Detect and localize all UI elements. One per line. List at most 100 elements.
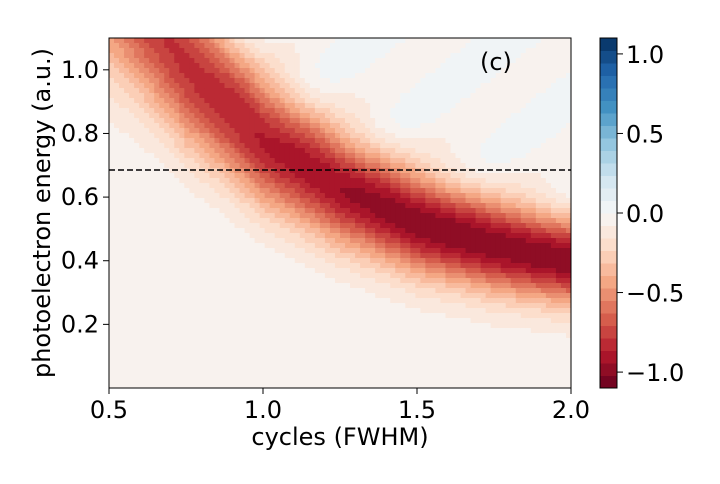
heatmap-cell <box>324 293 331 299</box>
heatmap-cell <box>360 148 366 154</box>
heatmap-cell <box>144 148 150 154</box>
heatmap-cell <box>179 108 185 114</box>
heatmap-cell <box>274 353 281 359</box>
heatmap-cell <box>224 343 231 349</box>
heatmap-cell <box>254 373 261 379</box>
heatmap-cell <box>189 93 195 99</box>
heatmap-cell <box>345 263 351 269</box>
heatmap-cell <box>229 158 236 164</box>
heatmap-cell <box>159 368 165 374</box>
heatmap-cell <box>119 53 125 59</box>
heatmap-cell <box>289 283 296 289</box>
heatmap-cell <box>179 323 185 329</box>
heatmap-cell <box>269 78 276 84</box>
heatmap-cell <box>189 258 195 264</box>
heatmap-cell <box>289 203 296 209</box>
heatmap-cell <box>455 353 462 359</box>
heatmap-cell <box>410 43 416 49</box>
heatmap-cell <box>450 238 457 244</box>
heatmap-cell <box>309 363 316 369</box>
heatmap-cell <box>279 243 286 249</box>
heatmap-cell <box>184 208 190 214</box>
heatmap-cell <box>465 138 472 144</box>
heatmap-cell <box>385 358 391 364</box>
heatmap-cell <box>385 383 391 388</box>
heatmap-cell <box>119 173 125 179</box>
heatmap-cell <box>370 178 376 184</box>
heatmap-cell <box>430 113 437 119</box>
heatmap-cell <box>350 118 356 124</box>
heatmap-cell <box>229 373 236 379</box>
heatmap-cell <box>129 93 135 99</box>
heatmap-cell <box>249 273 256 279</box>
heatmap-cell <box>159 378 165 384</box>
heatmap-cell <box>114 103 120 109</box>
heatmap-cell <box>174 368 180 374</box>
heatmap-cell <box>249 353 256 359</box>
heatmap-cell <box>109 223 115 229</box>
heatmap-cell <box>284 298 291 304</box>
heatmap-cell <box>249 133 256 139</box>
heatmap-cell <box>380 353 386 359</box>
heatmap-cell <box>385 173 391 179</box>
heatmap-cell <box>294 63 301 69</box>
heatmap-cell <box>204 203 211 209</box>
heatmap-cell <box>239 188 246 194</box>
heatmap-area <box>109 38 571 388</box>
heatmap-cell <box>244 173 251 179</box>
heatmap-cell <box>259 338 266 344</box>
heatmap-cell <box>375 113 381 119</box>
heatmap-cell <box>455 38 462 44</box>
heatmap-cell <box>304 193 311 199</box>
heatmap-cell <box>199 63 206 69</box>
heatmap-cell <box>159 333 165 339</box>
heatmap-cell <box>234 373 241 379</box>
heatmap-cell <box>139 328 145 334</box>
heatmap-cell <box>189 223 195 229</box>
heatmap-cell <box>209 228 216 234</box>
heatmap-cell <box>129 303 135 309</box>
heatmap-cell <box>124 53 130 59</box>
heatmap-cell <box>239 268 246 274</box>
heatmap-cell <box>400 158 406 164</box>
heatmap-cell <box>455 58 462 64</box>
heatmap-cell <box>279 53 286 59</box>
heatmap-cell <box>390 383 396 388</box>
heatmap-cell <box>249 283 256 289</box>
heatmap-cell <box>395 223 401 229</box>
heatmap-cell <box>395 228 401 234</box>
heatmap-cell <box>370 48 376 54</box>
heatmap-cell <box>460 168 467 174</box>
heatmap-cell <box>124 153 130 159</box>
heatmap-cell <box>119 43 125 49</box>
heatmap-cell <box>299 278 306 284</box>
heatmap-cell <box>415 98 421 104</box>
heatmap-cell <box>254 88 261 94</box>
heatmap-cell <box>410 368 416 374</box>
heatmap-cell <box>164 238 170 244</box>
heatmap-cell <box>329 303 336 309</box>
heatmap-cell <box>294 113 301 119</box>
heatmap-cell <box>249 333 256 339</box>
heatmap-cell <box>264 233 271 239</box>
heatmap-cell <box>289 93 296 99</box>
heatmap-cell <box>259 313 266 319</box>
heatmap-cell <box>134 363 140 369</box>
heatmap-cell <box>450 328 457 334</box>
heatmap-cell <box>149 248 155 254</box>
heatmap-cell <box>239 173 246 179</box>
heatmap-cell <box>465 153 472 159</box>
heatmap-cell <box>264 348 271 354</box>
heatmap-cell <box>420 368 426 374</box>
heatmap-cell <box>294 128 301 134</box>
heatmap-cell <box>209 133 216 139</box>
heatmap-cell <box>279 158 286 164</box>
heatmap-cell <box>169 258 175 264</box>
heatmap-cell <box>345 168 351 174</box>
heatmap-cell <box>164 248 170 254</box>
heatmap-cell <box>420 233 426 239</box>
heatmap-cell <box>360 253 366 259</box>
heatmap-cell <box>329 283 336 289</box>
heatmap-cell <box>229 313 236 319</box>
heatmap-cell <box>370 108 376 114</box>
